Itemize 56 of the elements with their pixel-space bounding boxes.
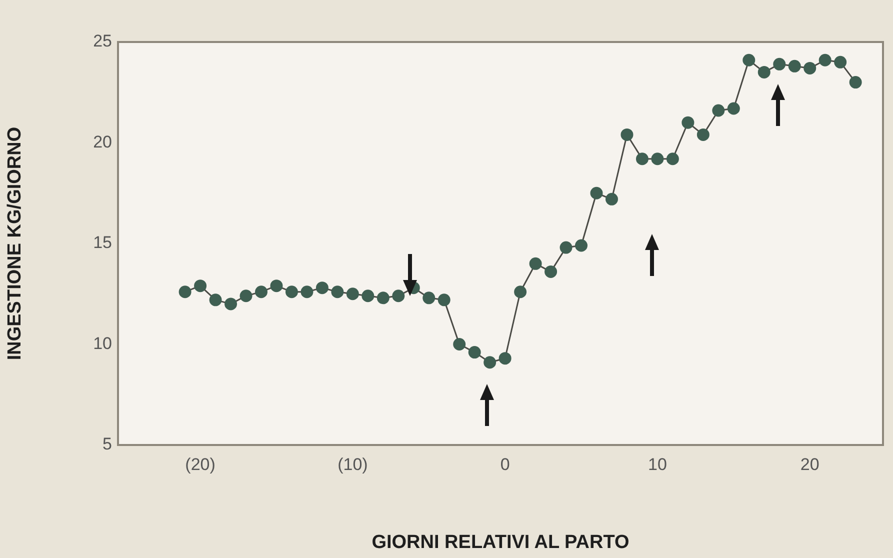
point (438, 294, 450, 306)
point (514, 286, 527, 298)
point (682, 116, 694, 129)
point (376, 292, 390, 304)
point (804, 62, 816, 74)
y-tick-label: 15 (93, 233, 112, 252)
x-axis-title: GIORNI RELATIVI AL PARTO (372, 532, 630, 553)
x-tick-label: (20) (185, 454, 216, 474)
point (498, 352, 512, 365)
point (666, 152, 679, 166)
point (696, 128, 710, 141)
point (484, 356, 496, 369)
point (818, 54, 832, 66)
point (453, 338, 466, 350)
x-tick-label: 20 (800, 454, 820, 474)
x-tick-label: 0 (500, 454, 510, 474)
point (560, 241, 572, 254)
point (300, 286, 314, 298)
point (331, 286, 344, 298)
point (316, 282, 328, 294)
point (773, 58, 786, 70)
point (742, 54, 756, 66)
point (788, 60, 801, 72)
point (362, 290, 374, 302)
point (651, 152, 664, 166)
y-tick-label: 5 (102, 434, 112, 454)
point (209, 294, 222, 306)
point (544, 265, 558, 278)
point (834, 56, 847, 68)
point (285, 286, 298, 298)
point (240, 290, 252, 302)
point (590, 186, 603, 200)
x-tick-label: (10) (338, 454, 368, 474)
y-tick-label: 25 (93, 32, 112, 51)
point (727, 102, 740, 115)
x-tick-label: 10 (648, 454, 667, 474)
point (712, 104, 725, 117)
point (270, 280, 283, 292)
point (422, 292, 436, 304)
point (224, 298, 238, 310)
y-tick-label: 10 (93, 334, 112, 353)
point (194, 280, 207, 292)
y-axis-title: INGESTIONE KG/GIORNO (4, 126, 26, 360)
point (178, 286, 192, 298)
point (529, 257, 542, 270)
point (636, 152, 648, 166)
point (620, 128, 634, 141)
point (575, 239, 588, 252)
point (605, 192, 618, 206)
point (849, 76, 862, 89)
point (254, 286, 268, 298)
point (392, 290, 405, 302)
point (346, 288, 359, 300)
point (468, 346, 481, 359)
y-tick-label: 20 (93, 132, 112, 152)
point (758, 66, 770, 78)
